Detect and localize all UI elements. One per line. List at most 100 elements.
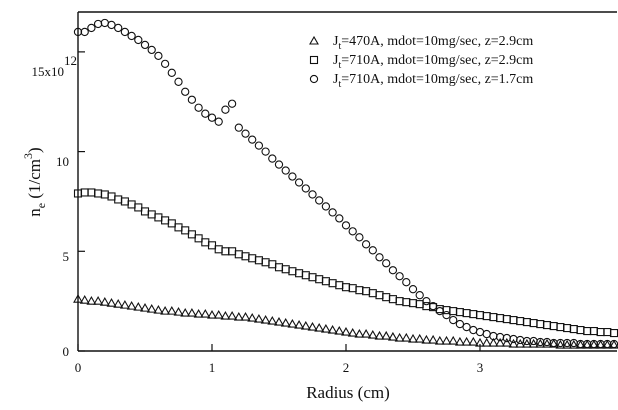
data-point-circle — [475, 327, 485, 337]
y-axis-title-sub: e — [34, 203, 48, 208]
data-point-square — [388, 295, 397, 304]
data-point-triangle — [528, 338, 539, 348]
data-point-circle — [395, 272, 404, 281]
data-point-square — [341, 283, 351, 292]
data-point-triangle — [501, 337, 512, 347]
data-point-triangle — [434, 335, 445, 345]
data-point-square — [87, 188, 96, 197]
data-point-square — [556, 323, 565, 332]
data-point-triangle — [160, 306, 171, 315]
data-point-triangle — [86, 296, 97, 305]
data-point-triangle — [227, 310, 238, 320]
y-tick-labels: 0 5 10 15x10 12 — [32, 53, 78, 359]
data-point-circle — [308, 190, 317, 199]
data-point-triangle — [387, 331, 398, 341]
data-point-triangle — [367, 329, 378, 339]
data-point-square — [315, 275, 324, 284]
data-point-triangle — [300, 320, 311, 330]
data-point-square — [415, 300, 424, 309]
data-point-square — [154, 213, 163, 222]
data-point-triangle — [233, 311, 244, 321]
data-point-triangle — [99, 297, 110, 306]
data-point-triangle — [542, 338, 552, 348]
data-point-square — [295, 269, 304, 278]
data-point-circle — [120, 27, 130, 37]
data-point-square — [609, 329, 618, 338]
data-point-triangle — [327, 324, 338, 334]
data-point-square — [321, 277, 330, 286]
data-point-square — [147, 210, 156, 219]
data-point-square — [161, 216, 170, 225]
axis-ticks — [77, 51, 481, 352]
data-point-triangle — [133, 302, 144, 311]
data-point-square — [201, 238, 210, 247]
data-point-triangle — [220, 310, 231, 320]
x-tick-label: 3 — [477, 360, 484, 375]
data-point-square — [542, 321, 552, 330]
data-point-circle — [248, 135, 257, 144]
legend-label-sub: t — [338, 60, 341, 71]
data-point-square — [181, 226, 190, 235]
data-point-triangle — [454, 336, 465, 346]
data-point-circle — [194, 103, 203, 112]
data-point-square — [583, 327, 592, 336]
data-point-triangle — [180, 308, 191, 317]
series-circle — [73, 18, 618, 349]
legend-label-sub: t — [338, 79, 341, 90]
data-point-circle — [321, 202, 331, 211]
data-point-square — [261, 258, 270, 267]
data-point-triangle — [361, 328, 372, 338]
data-point-triangle — [354, 328, 365, 338]
data-point-triangle — [428, 334, 439, 344]
data-point-square — [449, 307, 458, 316]
data-point-square — [549, 322, 558, 331]
data-point-circle — [127, 31, 136, 41]
y-axis-title-close: ) — [25, 147, 44, 153]
data-point-square — [603, 328, 612, 337]
data-point-triangle — [280, 317, 291, 327]
data-point-triangle — [461, 336, 472, 346]
data-point-circle — [462, 322, 471, 332]
data-point-triangle — [408, 333, 418, 343]
data-point-circle — [382, 259, 391, 268]
data-point-circle — [80, 27, 89, 37]
data-point-triangle — [481, 337, 492, 347]
data-point-triangle — [555, 339, 566, 349]
x-axis-title: Radius (cm) — [306, 383, 390, 402]
data-point-circle — [254, 141, 264, 150]
legend-label: Jt=710A, mdot=10mg/sec, z=2.9cm — [333, 53, 533, 71]
data-point-square — [228, 247, 237, 256]
y-tick-label: 0 — [63, 344, 70, 359]
data-point-circle — [268, 154, 277, 163]
data-point-circle — [214, 117, 223, 126]
data-point-square — [362, 287, 371, 296]
data-point-square — [100, 190, 109, 199]
data-point-circle — [100, 18, 109, 28]
data-point-square — [355, 286, 364, 295]
data-point-triangle — [347, 327, 358, 337]
legend-label-main: J — [333, 34, 339, 49]
data-point-circle — [87, 23, 96, 33]
data-point-square — [489, 313, 498, 322]
data-point-circle — [415, 291, 424, 300]
data-point-circle — [221, 105, 230, 114]
data-point-circle — [281, 166, 290, 175]
data-point-circle — [93, 19, 103, 29]
data-point-square — [576, 326, 585, 335]
data-point-circle — [187, 95, 197, 104]
data-point-circle — [160, 59, 170, 68]
data-point-triangle — [495, 337, 506, 347]
data-point-square — [221, 247, 230, 256]
data-point-triangle — [314, 322, 325, 332]
data-point-circle — [335, 214, 344, 223]
data-point-circle — [234, 123, 243, 132]
data-point-square — [254, 256, 263, 265]
data-point-triangle — [394, 332, 405, 342]
y-tick-top-mantissa: 15x10 — [32, 64, 65, 79]
data-point-circle — [294, 178, 304, 187]
data-point-square — [214, 245, 223, 254]
data-point-square — [408, 299, 418, 308]
data-point-circle — [227, 99, 237, 108]
data-point-square — [241, 252, 250, 261]
legend-label-main: J — [333, 53, 339, 68]
